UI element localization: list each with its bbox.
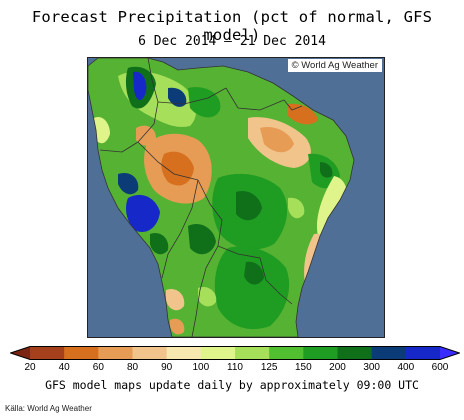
legend-swatch [440,346,460,360]
legend-label: 200 [329,362,346,373]
precipitation-map: © World Ag Weather [87,57,385,338]
legend-swatch [166,346,202,360]
legend-swatch [303,346,338,360]
legend-label: 80 [126,362,139,373]
legend-swatch [98,346,133,360]
legend-swatch [200,346,236,360]
legend-label: 110 [227,362,243,373]
legend-swatch [269,346,304,360]
legend-swatch [235,346,270,360]
legend-swatch [132,346,168,360]
legend-label: 60 [92,362,104,373]
legend-swatch [30,346,65,360]
date-range: 6 Dec 2014 — 21 Dec 2014 [138,34,326,49]
legend-label: 400 [397,362,415,373]
color-legend-bar [10,346,460,360]
legend-swatch [10,346,30,360]
color-legend-labels: 20 40 60 80 90 100 110 125 150 200 300 400 600 [0,362,464,376]
legend-label: 150 [294,362,312,373]
legend-label: 90 [161,362,173,373]
map-title: Forecast Precipitation (pct of normal, G… [31,8,433,44]
source-credit: Källa: World Ag Weather [5,404,92,413]
legend-label: 300 [363,362,380,373]
legend-swatch [64,346,99,360]
legend-label: 125 [260,362,278,373]
legend-swatch [337,346,373,360]
legend-label: 600 [431,362,449,373]
country-borders [88,58,355,337]
legend-label: 100 [192,362,210,373]
legend-label: 40 [58,362,70,373]
update-note: GFS model maps update daily by approxima… [45,378,419,392]
map-credit: © World Ag Weather [287,59,382,72]
legend-swatch [405,346,441,360]
legend-swatch [371,346,407,360]
legend-label: 20 [24,362,36,373]
